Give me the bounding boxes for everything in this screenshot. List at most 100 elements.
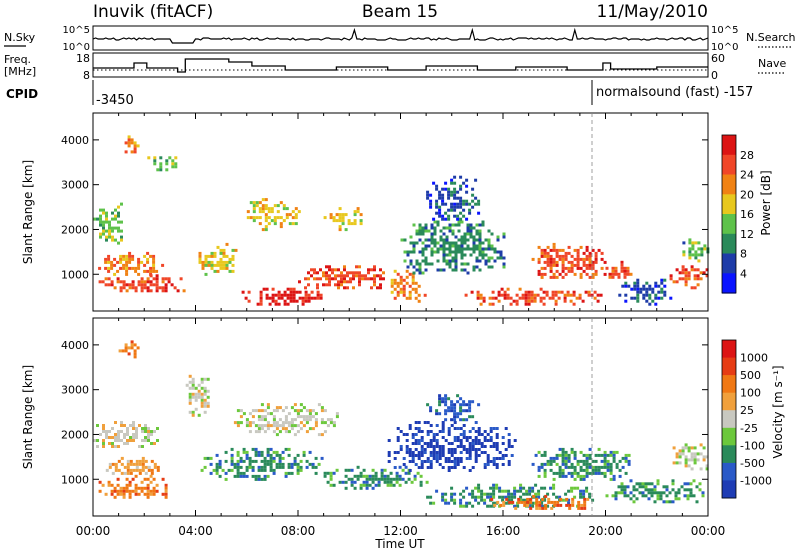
heatmap-cell	[636, 293, 640, 297]
heatmap-cell	[569, 299, 573, 303]
heatmap-cell	[405, 296, 409, 300]
heatmap-cell	[447, 451, 451, 454]
heatmap-cell	[296, 415, 300, 419]
freq-label: Freq.	[4, 53, 31, 66]
heatmap-cell	[600, 465, 604, 469]
heatmap-cell	[439, 244, 443, 248]
heatmap-cell	[570, 462, 574, 466]
heatmap-cell	[448, 253, 452, 257]
heatmap-cell	[276, 210, 280, 214]
heatmap-cell	[507, 460, 511, 463]
heatmap-cell	[117, 220, 120, 224]
heatmap-cell	[496, 500, 500, 504]
heatmap-cell	[570, 474, 574, 478]
heatmap-cell	[130, 138, 134, 142]
heatmap-cell	[591, 275, 595, 279]
heatmap-cell	[491, 302, 495, 306]
heatmap-cell	[228, 257, 232, 261]
heatmap-cell	[152, 489, 156, 493]
heatmap-cell	[501, 463, 505, 466]
heatmap-cell	[331, 277, 334, 281]
heatmap-cell	[225, 266, 229, 270]
ytick-label: 3000	[61, 179, 89, 192]
heatmap-cell	[266, 406, 270, 410]
heatmap-cell	[389, 471, 393, 475]
heatmap-cell	[620, 260, 624, 264]
heatmap-cell	[116, 269, 120, 273]
heatmap-cell	[576, 263, 580, 267]
heatmap-cell	[583, 500, 587, 504]
heatmap-cell	[559, 503, 563, 507]
heatmap-cell	[537, 269, 541, 273]
heatmap-cell	[134, 269, 138, 273]
heatmap-cell	[478, 253, 482, 257]
heatmap-cell	[156, 468, 160, 472]
heatmap-cell	[141, 462, 145, 466]
heatmap-cell	[275, 450, 279, 454]
heatmap-cell	[411, 457, 415, 460]
heatmap-cell	[638, 482, 642, 486]
heatmap-cell	[459, 184, 463, 188]
heatmap-cell	[677, 497, 681, 501]
heatmap-cell	[475, 265, 479, 269]
heatmap-cell	[395, 471, 399, 475]
heatmap-cell	[444, 211, 448, 215]
heatmap-cell	[477, 427, 481, 430]
heatmap-cell	[233, 421, 237, 425]
heatmap-cell	[334, 277, 337, 281]
heatmap-cell	[544, 494, 548, 498]
heatmap-cell	[244, 296, 248, 300]
heatmap-cell	[236, 409, 240, 413]
heatmap-cell	[481, 223, 485, 227]
heatmap-cell	[194, 398, 198, 402]
heatmap-cell	[524, 293, 528, 297]
heatmap-cell	[594, 468, 598, 472]
heatmap-cell	[269, 412, 273, 416]
heatmap-cell	[426, 190, 430, 194]
heatmap-cell	[108, 235, 111, 239]
heatmap-cell	[620, 482, 624, 486]
heatmap-cell	[487, 238, 491, 242]
heatmap-cell	[468, 454, 472, 457]
heatmap-cell	[206, 404, 210, 408]
heatmap-cell	[143, 492, 147, 496]
heatmap-cell	[624, 299, 628, 303]
cpid-right-value: normalsound (fast) -157	[596, 85, 753, 100]
heatmap-cell	[219, 251, 223, 255]
heatmap-cell	[638, 491, 642, 495]
heatmap-cell	[325, 283, 328, 287]
heatmap-cell	[126, 427, 129, 430]
heatmap-cell	[638, 485, 642, 489]
heatmap-cell	[424, 226, 428, 230]
heatmap-cell	[651, 287, 655, 291]
heatmap-cell	[137, 486, 141, 490]
heatmap-cell	[573, 495, 577, 499]
heatmap-cell	[311, 465, 315, 469]
heatmap-cell	[128, 257, 132, 261]
heatmap-cell	[125, 283, 129, 287]
heatmap-cell	[383, 468, 387, 472]
heatmap-cell	[290, 406, 294, 410]
heatmap-cell	[444, 394, 448, 398]
heatmap-cell	[284, 418, 288, 422]
heatmap-cell	[450, 486, 454, 490]
heatmap-cell	[585, 245, 589, 249]
heatmap-cell	[573, 453, 577, 457]
heatmap-cell	[459, 501, 463, 505]
heatmap-cell	[615, 450, 619, 454]
heatmap-cell	[564, 266, 568, 270]
heatmap-cell	[346, 280, 349, 284]
heatmap-cell	[469, 247, 473, 251]
heatmap-cell	[447, 448, 451, 451]
heatmap-cell	[695, 485, 699, 489]
heatmap-cell	[188, 392, 192, 396]
heatmap-cell	[441, 436, 445, 439]
heatmap-cell	[465, 448, 469, 451]
heatmap-cell	[668, 500, 672, 504]
heatmap-cell	[686, 497, 690, 501]
heatmap-cell	[546, 257, 550, 261]
heatmap-cell	[344, 480, 348, 484]
heatmap-cell	[603, 459, 607, 463]
heatmap-cell	[593, 290, 597, 294]
heatmap-cell	[474, 451, 478, 454]
